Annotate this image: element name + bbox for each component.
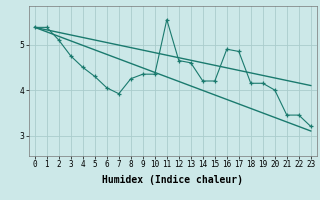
X-axis label: Humidex (Indice chaleur): Humidex (Indice chaleur): [102, 175, 243, 185]
